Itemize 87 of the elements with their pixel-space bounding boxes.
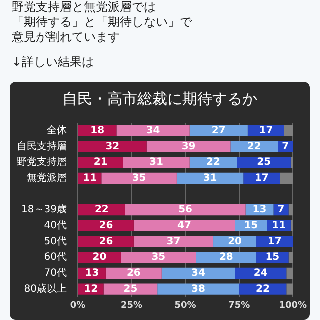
bar [230,141,278,152]
data-label: 31 [150,157,164,168]
data-label: 24 [254,268,268,280]
bar [280,172,294,184]
bar [239,284,287,295]
data-label: 17 [268,236,282,248]
bar [290,157,294,168]
x-tick-label: 25% [121,300,143,311]
data-label: 28 [219,252,234,264]
bar [158,284,240,295]
data-label: 37 [166,236,181,248]
y-tick-label: 70代 [44,268,67,280]
bar [125,204,246,216]
data-label: 34 [146,126,160,137]
data-label: 11 [272,220,286,232]
bar [288,252,294,264]
data-label: 26 [126,268,141,280]
data-label: 39 [182,141,196,152]
bar [256,236,294,248]
bar [286,268,294,279]
x-tick-label: 50% [174,300,196,311]
data-label: 13 [252,204,267,216]
data-label: 47 [178,220,192,232]
data-label: 15 [244,220,258,232]
bar [146,141,231,152]
data-label: 7 [282,141,290,152]
bar [123,157,190,168]
data-label: 13 [85,268,100,280]
data-label: 20 [228,236,242,248]
bar [190,125,248,136]
data-label: 12 [84,284,98,295]
data-label: 17 [259,126,274,137]
text: 意見が割れています [12,30,121,45]
data-label: 25 [124,284,138,295]
bar [121,252,196,264]
chart-title: 自民・高市総裁に期待するか [62,89,258,110]
y-tick-label: 40代 [44,220,67,232]
bar [290,220,294,232]
bar [134,220,236,232]
data-label: 22 [206,157,221,168]
y-tick-label: 80歳以上 [24,282,67,295]
data-label: 35 [152,252,166,264]
data-label: 38 [191,284,206,295]
bar [78,236,134,248]
y-tick-label: 50代 [44,236,67,248]
bar [78,141,147,152]
y-tick-label: 無党派層 [27,172,67,184]
text: 「期待する」と「期待しない」で [12,15,194,30]
data-label: 7 [278,204,285,216]
data-label: 17 [254,173,269,184]
y-tick-label: 野党支持層 [17,156,67,168]
x-tick-label: 100% [279,300,308,311]
data-label: 21 [94,157,108,168]
bar [176,172,244,184]
y-tick-label: 全体 [47,124,67,137]
bar [288,204,294,216]
bar [102,172,177,184]
bar [104,284,158,295]
data-label: 11 [83,173,98,184]
x-tick-label: 75% [228,300,250,311]
bar [116,125,190,136]
bar [162,268,236,279]
data-label: 22 [247,141,262,152]
text: ↓詳しい結果は [12,55,96,70]
data-label: 56 [178,204,193,216]
data-label: 26 [99,236,114,248]
data-label: 26 [99,220,114,232]
data-label: 20 [92,252,107,264]
data-label: 15 [266,252,280,264]
y-tick-label: 18～39歳 [22,204,67,216]
x-tick-label: 0% [70,300,86,311]
data-label: 31 [203,173,218,184]
bar [134,236,214,248]
data-label: 22 [256,284,270,295]
bar [214,236,257,248]
data-label: 18 [90,126,105,137]
bar [286,284,294,295]
data-label: 34 [191,268,206,280]
data-label: 27 [212,126,226,137]
y-tick-label: 60代 [44,252,67,264]
y-tick-label: 自民支持層 [17,140,67,152]
data-label: 25 [257,157,272,168]
text: 野党支持層と無党派層では [12,0,157,15]
data-label: 35 [132,173,146,184]
bar [284,125,294,136]
data-label: 32 [106,141,120,152]
data-label: 22 [94,204,109,216]
